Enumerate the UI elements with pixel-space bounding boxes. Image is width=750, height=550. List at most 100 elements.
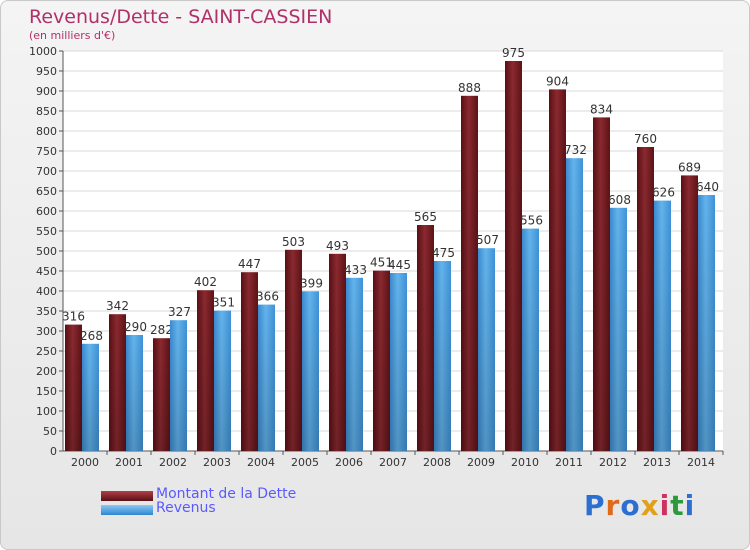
revenue-value-label: 433 xyxy=(344,263,367,277)
debt-value-label: 888 xyxy=(458,81,481,95)
debt-value-label: 493 xyxy=(326,239,349,253)
revenue-bar-shade xyxy=(698,195,715,451)
revenue-bar-shade xyxy=(522,228,539,451)
revenue-bar-shade xyxy=(478,248,495,451)
y-tick-label: 550 xyxy=(36,225,57,238)
debt-value-label: 503 xyxy=(282,235,305,249)
debt-value-label: 447 xyxy=(238,257,261,271)
chart-subtitle: (en milliers d'€) xyxy=(29,29,116,42)
y-tick-label: 750 xyxy=(36,145,57,158)
y-tick-label: 450 xyxy=(36,265,57,278)
x-tick-label: 2006 xyxy=(335,456,363,469)
revenue-bar-shade xyxy=(346,277,363,451)
debt-bar-shade xyxy=(197,290,214,451)
revenue-bar-shade xyxy=(302,291,319,451)
revenue-value-label: 366 xyxy=(256,290,279,304)
revenue-value-label: 507 xyxy=(476,233,499,247)
revenue-value-label: 475 xyxy=(432,246,455,260)
debt-value-label: 402 xyxy=(194,275,217,289)
y-tick-label: 50 xyxy=(43,425,57,438)
debt-bar-shade xyxy=(285,249,302,451)
debt-value-label: 689 xyxy=(678,160,701,174)
x-tick-label: 2014 xyxy=(687,456,715,469)
revenue-bar-shade xyxy=(258,304,275,451)
y-tick-label: 250 xyxy=(36,345,57,358)
debt-bar-shade xyxy=(241,272,258,451)
revenue-value-label: 445 xyxy=(388,258,411,272)
x-tick-label: 2001 xyxy=(115,456,143,469)
y-tick-label: 850 xyxy=(36,105,57,118)
y-tick-label: 150 xyxy=(36,385,57,398)
x-tick-label: 2005 xyxy=(291,456,319,469)
y-tick-label: 300 xyxy=(36,325,57,338)
x-tick-label: 2008 xyxy=(423,456,451,469)
y-tick-label: 950 xyxy=(36,65,57,78)
debt-bar-shade xyxy=(65,324,82,451)
revenue-bar-shade xyxy=(566,158,583,451)
debt-value-label: 904 xyxy=(546,74,569,88)
x-tick-label: 2003 xyxy=(203,456,231,469)
y-tick-label: 400 xyxy=(36,285,57,298)
revenue-bar-shade xyxy=(126,335,143,451)
y-tick-label: 350 xyxy=(36,305,57,318)
y-tick-label: 600 xyxy=(36,205,57,218)
y-tick-label: 500 xyxy=(36,245,57,258)
revenue-value-label: 290 xyxy=(124,320,147,334)
debt-value-label: 316 xyxy=(62,310,85,324)
revenue-value-label: 327 xyxy=(168,305,191,319)
debt-bar-shade xyxy=(417,225,434,451)
x-tick-label: 2009 xyxy=(467,456,495,469)
debt-bar-shade xyxy=(681,175,698,451)
debt-value-label: 342 xyxy=(106,299,129,313)
y-tick-label: 200 xyxy=(36,365,57,378)
y-tick-label: 700 xyxy=(36,165,57,178)
revenue-value-label: 608 xyxy=(608,193,631,207)
revenue-bar-shade xyxy=(610,207,627,451)
revenue-value-label: 351 xyxy=(212,296,235,310)
revenue-value-label: 640 xyxy=(696,180,719,194)
x-tick-label: 2004 xyxy=(247,456,275,469)
x-tick-label: 2002 xyxy=(159,456,187,469)
revenue-bar-shade xyxy=(390,273,407,451)
chart-title: Revenus/Dette - SAINT-CASSIEN xyxy=(29,6,333,28)
debt-value-label: 975 xyxy=(502,46,525,60)
revenue-bar-shade xyxy=(214,310,231,451)
x-tick-label: 2007 xyxy=(379,456,407,469)
proxiti-logo: Proxiti xyxy=(584,489,696,522)
debt-value-label: 834 xyxy=(590,102,613,116)
debt-value-label: 760 xyxy=(634,132,657,146)
y-tick-label: 0 xyxy=(50,445,57,458)
debt-bar-shade xyxy=(549,89,566,452)
debt-bar-shade xyxy=(505,61,522,451)
revenue-value-label: 399 xyxy=(300,276,323,290)
debt-value-label: 565 xyxy=(414,210,437,224)
debt-bar-shade xyxy=(461,95,478,452)
debt-value-label: 451 xyxy=(370,256,393,270)
debt-bar-shade xyxy=(109,314,126,451)
y-tick-label: 100 xyxy=(36,405,57,418)
debt-bar-shade xyxy=(637,147,654,451)
x-tick-label: 2000 xyxy=(71,456,99,469)
y-tick-label: 800 xyxy=(36,125,57,138)
y-tick-label: 900 xyxy=(36,85,57,98)
debt-bar-shade xyxy=(329,253,346,451)
x-tick-label: 2010 xyxy=(511,456,539,469)
y-tick-label: 650 xyxy=(36,185,57,198)
debt-value-label: 282 xyxy=(150,323,173,337)
revenue-bar-shade xyxy=(434,261,451,451)
debt-bar-shade xyxy=(593,117,610,452)
y-tick-label: 1000 xyxy=(29,45,57,58)
revenue-bar-shade xyxy=(654,200,671,451)
revenue-bar-shade xyxy=(82,343,99,451)
revenue-value-label: 732 xyxy=(564,143,587,157)
debt-bar-shade xyxy=(373,270,390,451)
x-tick-label: 2012 xyxy=(599,456,627,469)
revenue-bar-shade xyxy=(170,320,187,451)
x-tick-label: 2011 xyxy=(555,456,583,469)
debt-bar-shade xyxy=(153,338,170,451)
revenue-value-label: 268 xyxy=(80,329,103,343)
legend-swatch-revenue xyxy=(101,505,153,515)
revenue-value-label: 626 xyxy=(652,186,675,200)
